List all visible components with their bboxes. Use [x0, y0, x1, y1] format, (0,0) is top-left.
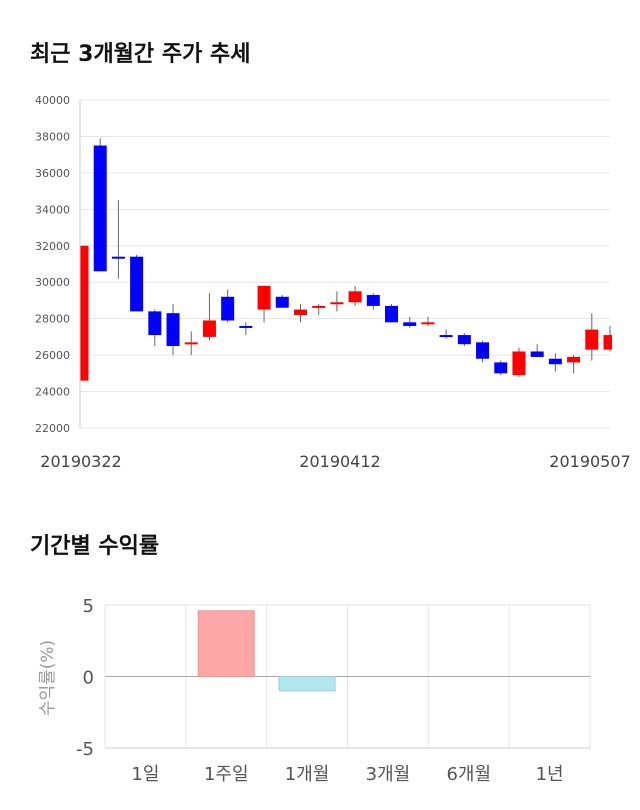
candle-grid: [80, 99, 610, 429]
candle: [293, 304, 307, 323]
y-tick-label: 5: [83, 596, 94, 617]
candle-body: [293, 309, 307, 316]
price-trend-title: 최근 3개월간 주가 추세: [30, 42, 251, 67]
candle: [494, 360, 508, 376]
candle-body: [130, 256, 144, 312]
candle: [603, 325, 612, 352]
returns-title: 기간별 수익률: [30, 534, 160, 559]
return-bar: [278, 676, 336, 692]
candle-body: [530, 351, 544, 357]
candle: [275, 294, 289, 308]
candle-body: [457, 335, 471, 345]
candle-body: [202, 320, 216, 337]
candle-body: [403, 322, 417, 326]
y-tick-label: 30000: [35, 276, 70, 289]
candle: [403, 316, 417, 328]
x-tick-label: 1일: [131, 764, 159, 785]
candle: [330, 291, 344, 312]
candle: [530, 344, 544, 357]
candle-body: [603, 335, 612, 350]
candlestick-chart: 22000 24000 26000 28000 30000 32000 34000 36000…: [35, 94, 631, 470]
candle-body: [184, 342, 198, 345]
candle-body: [148, 311, 162, 336]
candle-body: [385, 305, 399, 323]
y-tick-label: 38000: [35, 130, 70, 143]
x-tick-label: 1년: [536, 764, 564, 785]
candle: [548, 353, 562, 372]
candle-body: [494, 362, 508, 374]
y-tick-label: 0: [83, 668, 94, 689]
y-tick-label: 32000: [35, 240, 70, 253]
bar-x-axis: 1일 1주일 1개월 3개월 6개월 1년: [131, 764, 563, 785]
candle: [457, 333, 471, 346]
bar-grid: [104, 604, 591, 749]
candle-body: [567, 356, 581, 363]
candle: [348, 285, 362, 306]
x-tick-label: 6개월: [446, 764, 491, 785]
candle: [257, 285, 271, 323]
candle: [221, 289, 235, 323]
return-bar: [197, 610, 255, 677]
candle: [476, 340, 490, 363]
candle: [184, 331, 198, 356]
candle-body: [548, 358, 562, 365]
candle: [312, 304, 326, 316]
candle: [202, 293, 216, 341]
y-tick-label: -5: [76, 739, 94, 760]
candle-body: [166, 313, 180, 346]
x-tick-label: 20190507: [549, 452, 630, 470]
y-tick-label: 22000: [35, 422, 70, 435]
candle-body: [275, 296, 289, 308]
candle-body: [348, 291, 362, 303]
candle-body: [80, 245, 89, 381]
y-tick-label: 36000: [35, 167, 70, 180]
candle: [439, 329, 453, 339]
candle-body: [239, 325, 253, 328]
x-tick-label: 20190322: [40, 452, 121, 470]
candle-body: [257, 285, 271, 310]
candle: [166, 304, 180, 356]
candle-body: [93, 145, 107, 272]
bar-y-axis: -5 0 5: [76, 596, 94, 760]
returns-bar-chart: -5 0 5 1일 1주일 1개월 3개월 6개월 1년 수익률(%): [38, 596, 591, 785]
candle: [366, 293, 380, 310]
candle: [512, 347, 526, 377]
x-tick-label: 3개월: [366, 764, 411, 785]
y-tick-label: 28000: [35, 313, 70, 326]
candle-body: [111, 256, 125, 259]
y-axis-label: 수익률(%): [38, 640, 58, 716]
candle: [111, 200, 125, 279]
candle-body: [330, 302, 344, 305]
candle: [385, 304, 399, 323]
candle-body: [512, 351, 526, 376]
candle: [567, 355, 581, 374]
candle: [80, 245, 89, 381]
candle: [421, 316, 435, 326]
x-tick-label: 1주일: [204, 764, 249, 785]
candle: [239, 322, 253, 336]
candle: [585, 313, 599, 361]
y-tick-label: 40000: [35, 94, 70, 107]
candle-body: [476, 342, 490, 359]
candle-body: [221, 296, 235, 321]
y-tick-label: 26000: [35, 349, 70, 362]
candle-y-axis: 22000 24000 26000 28000 30000 32000 34000 36000…: [35, 94, 70, 435]
y-tick-label: 34000: [35, 203, 70, 216]
candle: [93, 138, 107, 272]
x-tick-label: 1개월: [285, 764, 330, 785]
candle: [130, 254, 144, 312]
candle-body: [366, 294, 380, 306]
candle-body: [421, 322, 435, 325]
candle-body: [439, 335, 453, 338]
candle-series: [80, 138, 612, 381]
candle-body: [585, 329, 599, 350]
candle-body: [312, 305, 326, 308]
y-tick-label: 24000: [35, 386, 70, 399]
candle: [148, 309, 162, 346]
x-tick-label: 20190412: [299, 452, 380, 470]
bar-series: [197, 610, 336, 692]
